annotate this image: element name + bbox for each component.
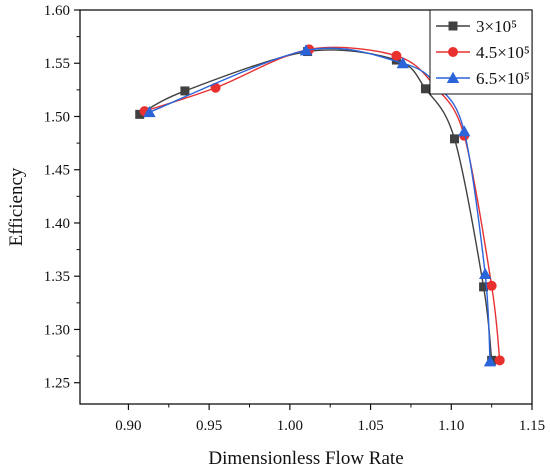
axes: 0.90 0.95 1.00 1.05 1.10 1.15 1.25 1.30 1.35 1.40…	[44, 3, 545, 434]
y-tick-label: 1.40	[44, 216, 70, 232]
legend-label: 6.5×10⁵	[476, 69, 530, 88]
data-point-triangle	[299, 44, 313, 56]
data-point-square	[450, 134, 460, 144]
y-tick-label: 1.60	[44, 3, 70, 19]
y-tick-label: 1.30	[44, 322, 70, 338]
data-point-circle	[391, 50, 402, 61]
x-tick-label: 1.10	[438, 418, 464, 434]
x-tick-label: 1.00	[277, 418, 303, 434]
x-tick-label: 0.90	[115, 418, 141, 434]
x-tick-label: 1.15	[519, 418, 545, 434]
legend-label: 3×10⁵	[476, 17, 517, 36]
data-point-triangle	[478, 267, 492, 280]
data-point-circle	[494, 355, 505, 366]
data-point-triangle	[483, 355, 497, 367]
legend-entry-triangle: 6.5×10⁵	[436, 69, 530, 88]
data-point-triangle	[458, 125, 471, 137]
legend-entry-circle: 4.5×10⁵	[436, 43, 530, 62]
data-point-triangle	[396, 57, 410, 69]
y-tick-label: 1.35	[44, 269, 70, 285]
legend-marker-square	[448, 21, 458, 31]
data-point-square	[479, 282, 489, 292]
x-tick-label: 1.05	[357, 418, 383, 434]
series-line-square	[139, 49, 493, 361]
y-tick-label: 1.50	[44, 109, 70, 125]
data-point-triangle	[143, 106, 156, 118]
x-tick-label: 0.95	[196, 418, 222, 434]
data-point-circle	[210, 82, 221, 93]
data-point-circle	[486, 280, 497, 291]
y-axis-title: Efficiency	[6, 167, 27, 246]
legend: 3×10⁵ 4.5×10⁵ 6.5×10⁵	[429, 9, 533, 95]
x-axis-title: Dimensionless Flow Rate	[208, 448, 403, 469]
series-line-circle	[144, 46, 501, 361]
y-tick-label: 1.55	[44, 56, 70, 72]
y-tick-label: 1.45	[44, 163, 70, 179]
data-point-square	[135, 109, 145, 119]
y-tick-label: 1.25	[44, 376, 70, 392]
data-point-square	[180, 86, 190, 96]
data-point-square	[420, 84, 430, 94]
series-circle	[139, 44, 505, 366]
legend-marker-circle	[448, 47, 458, 57]
legend-marker-triangle	[446, 71, 460, 83]
legend-entry-square: 3×10⁵	[436, 17, 517, 36]
legend-label: 4.5×10⁵	[476, 43, 530, 62]
legend-box	[429, 9, 533, 95]
